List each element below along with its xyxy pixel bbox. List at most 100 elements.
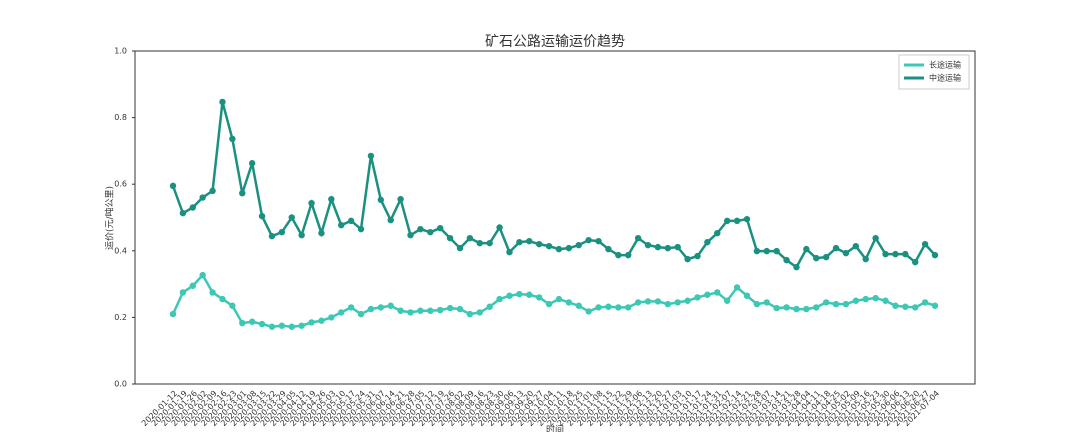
point xyxy=(605,245,612,253)
point xyxy=(615,304,622,311)
point xyxy=(704,238,711,246)
point xyxy=(872,294,879,302)
point xyxy=(862,295,869,303)
point xyxy=(516,290,523,298)
point xyxy=(318,229,325,237)
point xyxy=(882,250,889,258)
point xyxy=(298,322,305,329)
point xyxy=(674,299,681,306)
point xyxy=(427,307,434,314)
point xyxy=(436,306,444,314)
point xyxy=(803,245,810,253)
point xyxy=(723,217,731,225)
point xyxy=(357,225,365,233)
point xyxy=(476,309,483,316)
point xyxy=(258,212,266,220)
point xyxy=(565,299,573,306)
point xyxy=(338,221,345,229)
legend-label: 中途运输 xyxy=(929,73,961,83)
point xyxy=(615,251,622,259)
point xyxy=(278,322,286,329)
point xyxy=(248,318,256,325)
point xyxy=(872,234,879,242)
point xyxy=(733,217,741,225)
point xyxy=(585,308,592,315)
point xyxy=(169,182,177,190)
point xyxy=(407,309,414,316)
y-tick-label: 0.8 xyxy=(114,113,127,122)
point xyxy=(328,314,335,321)
point xyxy=(783,304,790,311)
point xyxy=(397,307,404,314)
point xyxy=(822,299,830,306)
point xyxy=(209,187,216,195)
point xyxy=(882,297,889,304)
point xyxy=(743,215,751,223)
point xyxy=(328,195,335,203)
point xyxy=(892,250,899,258)
point xyxy=(803,305,810,313)
point xyxy=(229,135,236,143)
point xyxy=(308,319,315,326)
point xyxy=(753,247,761,255)
point xyxy=(219,295,226,303)
point xyxy=(407,231,414,239)
point xyxy=(842,300,850,308)
point xyxy=(862,255,869,263)
point xyxy=(763,247,770,255)
point xyxy=(506,292,513,299)
point xyxy=(417,225,424,233)
point xyxy=(625,304,632,311)
point xyxy=(902,303,909,310)
legend-label: 长途运输 xyxy=(929,60,961,70)
point xyxy=(743,292,751,299)
point xyxy=(357,310,365,318)
point xyxy=(694,294,701,301)
point xyxy=(199,271,206,279)
point xyxy=(446,304,454,312)
series-line xyxy=(171,101,936,269)
point xyxy=(694,252,701,260)
point xyxy=(684,297,691,304)
point xyxy=(644,241,652,249)
point xyxy=(634,299,642,306)
point xyxy=(674,243,681,251)
point xyxy=(417,307,424,314)
point xyxy=(793,263,800,271)
point xyxy=(219,98,226,106)
point xyxy=(832,244,840,252)
point xyxy=(377,304,385,311)
y-tick-label: 1.0 xyxy=(114,47,127,56)
point xyxy=(813,304,820,311)
point xyxy=(338,309,345,316)
point xyxy=(298,231,305,239)
point xyxy=(486,239,493,247)
point xyxy=(664,300,672,308)
point xyxy=(535,240,543,248)
point xyxy=(783,256,790,264)
point xyxy=(902,250,909,258)
point xyxy=(545,300,553,308)
point xyxy=(229,302,236,309)
point xyxy=(347,217,355,225)
point xyxy=(684,255,691,263)
point xyxy=(813,254,820,262)
x-axis-label: 时间 xyxy=(546,424,564,432)
point xyxy=(456,305,464,313)
point xyxy=(921,299,929,306)
point xyxy=(189,204,196,211)
point xyxy=(516,238,523,246)
point xyxy=(555,245,563,253)
point xyxy=(347,304,355,311)
point xyxy=(268,232,276,240)
point xyxy=(535,294,543,301)
point xyxy=(278,228,286,236)
point xyxy=(377,196,385,204)
legend-box xyxy=(898,54,970,90)
point xyxy=(506,248,513,256)
point xyxy=(397,195,404,203)
point xyxy=(179,289,187,296)
series-line xyxy=(171,273,936,328)
plot-frame xyxy=(134,50,976,385)
